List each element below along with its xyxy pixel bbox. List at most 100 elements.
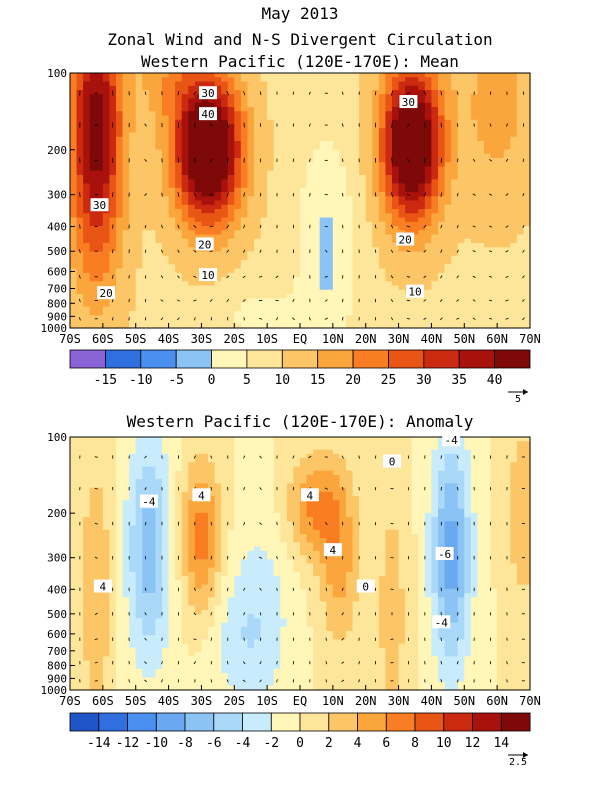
contour-fill-cell [267,268,275,274]
contour-fill-cell [83,559,91,565]
contour-fill-cell [516,90,525,95]
contour-fill-cell [516,128,525,134]
contour-fill-cell [385,90,393,95]
contour-fill-cell [70,272,78,278]
contour-fill-cell [286,260,295,265]
contour-fill-cell [135,277,143,282]
contour-fill-cell [214,166,222,172]
contour-fill-cell [286,132,295,138]
contour-fill-cell [234,166,242,172]
contour-fill-cell [76,639,84,645]
contour-fill-cell [497,132,505,138]
contour-fill-cell [175,306,183,312]
contour-fill-cell [221,162,229,168]
contour-fill-cell [175,247,183,253]
contour-fill-cell [280,200,288,206]
contour-fill-cell [332,255,341,261]
contour-fill-cell [89,260,97,265]
contour-fill-cell [326,221,334,227]
contour-fill-cell [175,119,183,125]
contour-fill-cell [332,166,341,172]
contour-fill-cell [175,128,183,134]
contour-fill-cell [96,111,104,117]
contour-fill-cell [89,145,97,151]
contour-fill-cell [464,255,472,261]
contour-fill-cell [451,73,459,78]
contour-fill-cell [89,81,97,87]
contour-fill-cell [247,124,255,129]
contour-fill-cell [352,196,360,202]
contour-fill-cell [247,234,255,240]
contour-fill-cell [76,618,84,624]
contour-fill-cell [181,298,189,304]
contour-fill-cell [438,94,446,100]
contour-fill-cell [510,170,518,176]
contour-fill-cell [129,166,137,172]
contour-fill-cell [208,323,216,329]
contour-fill-cell [76,294,84,299]
contour-fill-cell [76,268,84,274]
contour-fill-cell [418,132,426,138]
contour-fill-cell [168,115,176,121]
contour-fill-cell [76,255,84,261]
contour-fill-cell [70,618,78,624]
contour-fill-cell [300,183,308,189]
contour-fill-cell [378,238,387,244]
contour-fill-cell [175,294,183,299]
contour-fill-cell [280,315,288,321]
contour-fill-cell [273,153,281,159]
wind-arrow [488,225,493,228]
contour-fill-cell [194,107,203,112]
contour-fill-cell [208,183,216,189]
contour-fill-cell [444,166,452,172]
contour-fill-cell [523,115,531,121]
contour-fill-cell [89,618,97,624]
contour-fill-cell [365,311,373,316]
contour-fill-cell [516,162,525,168]
contour-fill-cell [418,302,426,308]
contour-fill-cell [76,170,84,176]
contour-fill-cell [254,238,262,244]
contour-fill-cell [431,77,439,83]
contour-fill-cell [418,166,426,172]
contour-fill-cell [306,268,314,274]
contour-fill-cell [352,162,360,168]
contour-fill-cell [234,145,242,151]
contour-fill-cell [214,85,222,91]
contour-fill-cell [431,294,439,299]
contour-fill-cell [102,656,111,662]
contour-fill-cell [280,102,288,108]
contour-fill-cell [352,111,360,117]
contour-fill-cell [89,306,97,312]
contour-fill-cell [444,81,452,87]
contour-fill-cell [89,166,97,172]
contour-fill-cell [490,187,498,193]
contour-fill-cell [260,145,268,151]
contour-fill-cell [96,230,104,236]
contour-fill-cell [89,441,97,447]
contour-fill-cell [385,217,393,223]
contour-fill-cell [510,315,518,321]
contour-fill-cell [484,111,492,117]
contour-fill-cell [148,192,157,197]
contour-fill-cell [470,196,479,202]
contour-fill-cell [385,264,393,270]
wind-arrow [144,224,147,229]
contour-fill-cell [155,264,163,270]
wind-arrow [423,275,427,279]
contour-fill-cell [398,81,406,87]
contour-fill-cell [254,221,262,227]
contour-fill-cell [470,264,479,270]
contour-fill-cell [300,323,308,329]
contour-fill-cell [148,204,157,210]
contour-fill-cell [240,81,249,87]
contour-fill-cell [378,124,387,129]
contour-fill-cell [89,90,97,95]
contour-fill-cell [313,217,321,223]
contour-fill-cell [411,124,419,129]
contour-fill-cell [306,289,314,295]
wind-arrow [522,158,525,162]
contour-fill-cell [431,289,439,295]
contour-fill-cell [516,298,525,304]
contour-fill-cell [148,226,157,231]
